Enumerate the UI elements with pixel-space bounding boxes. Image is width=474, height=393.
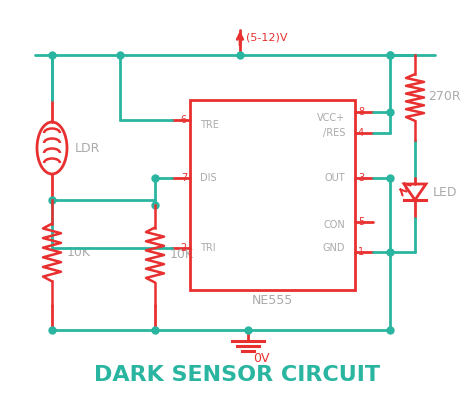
Text: OUT: OUT: [324, 173, 345, 183]
Text: 10K: 10K: [170, 248, 194, 261]
Text: TRE: TRE: [200, 120, 219, 130]
Text: 270R: 270R: [428, 90, 461, 103]
Text: 10K: 10K: [67, 246, 91, 259]
Text: NE555: NE555: [252, 294, 293, 307]
Text: LDR: LDR: [75, 141, 100, 154]
Text: 6: 6: [181, 115, 187, 125]
Text: DIS: DIS: [200, 173, 217, 183]
Text: GND: GND: [322, 243, 345, 253]
Text: VCC+: VCC+: [317, 113, 345, 123]
Text: 8: 8: [358, 107, 364, 117]
Text: 7: 7: [181, 173, 187, 183]
Text: 1: 1: [358, 247, 364, 257]
Text: 5: 5: [358, 217, 364, 227]
Text: LED: LED: [433, 185, 457, 198]
Text: 4: 4: [358, 128, 364, 138]
Text: /RES: /RES: [323, 128, 345, 138]
Bar: [190, 100, 355, 290]
Text: (5-12)V: (5-12)V: [246, 33, 288, 43]
Text: DARK SENSOR CIRCUIT: DARK SENSOR CIRCUIT: [94, 365, 380, 385]
Text: CON: CON: [323, 220, 345, 230]
Text: TRI: TRI: [200, 243, 216, 253]
Text: 2: 2: [181, 243, 187, 253]
Text: 3: 3: [358, 173, 364, 183]
Text: 0V: 0V: [253, 351, 270, 364]
